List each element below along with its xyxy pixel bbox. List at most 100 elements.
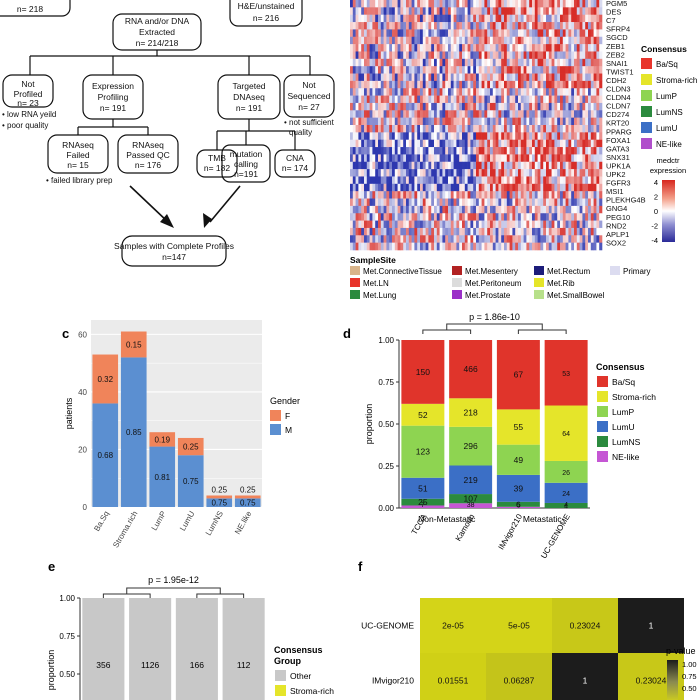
heatmap-cell — [473, 183, 477, 192]
heatmap-cell — [529, 161, 533, 170]
heatmap-cell — [355, 242, 359, 251]
heatmap-cell — [459, 147, 463, 155]
heatmap-cell — [593, 235, 597, 243]
consensus-legend-label: LumNS — [656, 108, 683, 117]
heatmap-cell — [526, 183, 530, 192]
heatmap-cell — [495, 139, 499, 148]
heatmap-cell — [504, 176, 508, 185]
heatmap-cell — [574, 58, 578, 67]
heatmap-cell — [403, 44, 407, 52]
heatmap-cell — [448, 242, 452, 251]
heatmap-cell — [484, 139, 488, 148]
heatmap-cell — [383, 169, 387, 177]
heatmap-cell — [425, 242, 429, 251]
heatmap-cell — [378, 242, 382, 251]
panel-f-cell-label: 1 — [583, 676, 588, 686]
heatmap-cell — [537, 44, 541, 52]
heatmap-cell — [582, 242, 586, 251]
heatmap-cell — [490, 191, 494, 199]
heatmap-cell — [358, 227, 362, 236]
heatmap-cell — [473, 147, 477, 155]
heatmap-cell — [366, 176, 370, 185]
heatmap-cell — [576, 29, 580, 38]
heatmap-cell — [462, 80, 466, 89]
heatmap-cell — [467, 36, 471, 45]
heatmap-cell — [436, 58, 440, 67]
heatmap-cell — [470, 139, 474, 148]
heatmap-cell — [350, 102, 354, 111]
heatmap-cell — [551, 176, 555, 185]
heatmap-cell — [445, 147, 449, 155]
heatmap-cell — [422, 205, 426, 214]
heatmap-cell — [523, 36, 527, 45]
heatmap-gene-label: DES — [606, 8, 621, 17]
heatmap-cell — [490, 213, 494, 221]
heatmap-cell — [366, 51, 370, 60]
heatmap-cell — [380, 110, 384, 118]
heatmap-cell — [434, 44, 438, 52]
heatmap-cell — [529, 213, 533, 221]
heatmap-cell — [400, 117, 404, 126]
heatmap-cell — [568, 198, 572, 207]
heatmap-cell — [417, 198, 421, 207]
heatmap-cell — [425, 183, 429, 192]
heatmap-cell — [518, 14, 522, 23]
heatmap-cell — [560, 213, 564, 221]
heatmap-cell — [590, 58, 594, 67]
heatmap-cell — [456, 73, 460, 82]
heatmap-cell — [481, 147, 485, 155]
sample-site-legend-label: Met.Lung — [363, 291, 396, 300]
expression-colorbar-tick: 4 — [654, 178, 658, 187]
heatmap-cell — [431, 88, 435, 96]
heatmap-cell — [490, 147, 494, 155]
flow-note-not-sufficient-1: • not sufficient — [284, 118, 335, 127]
heatmap-cell — [428, 80, 432, 89]
heatmap-cell — [520, 176, 524, 185]
heatmap-cell — [599, 169, 603, 177]
panel-d-bar-label: 6 — [516, 499, 521, 509]
heatmap-cell — [548, 183, 552, 192]
heatmap-cell — [596, 22, 600, 30]
heatmap-cell — [509, 80, 513, 89]
heatmap-cell — [562, 147, 566, 155]
heatmap-cell — [417, 242, 421, 251]
heatmap-cell — [504, 73, 508, 82]
panel-c-bar-f — [120, 331, 147, 358]
heatmap-cell — [383, 66, 387, 74]
consensus-legend-swatch — [641, 106, 652, 117]
heatmap-cell — [551, 139, 555, 148]
heatmap-cell — [590, 139, 594, 148]
heatmap-cell — [554, 198, 558, 207]
heatmap-cell — [506, 22, 510, 30]
heatmap-cell — [456, 0, 460, 8]
heatmap-cell — [366, 169, 370, 177]
heatmap-cell — [526, 220, 530, 229]
heatmap-cell — [442, 44, 446, 52]
heatmap-cell — [487, 213, 491, 221]
heatmap-cell — [408, 29, 412, 38]
heatmap-cell — [537, 139, 541, 148]
heatmap-cell — [386, 213, 390, 221]
heatmap-cell — [394, 213, 398, 221]
heatmap-cell — [436, 29, 440, 38]
heatmap-cell — [534, 95, 538, 104]
flow-text-not-seq-1: Not — [302, 80, 316, 90]
heatmap-cell — [540, 176, 544, 185]
heatmap-cell — [548, 95, 552, 104]
heatmap-cell — [546, 22, 550, 30]
heatmap-cell — [400, 235, 404, 243]
heatmap-cell — [394, 73, 398, 82]
heatmap-cell — [445, 227, 449, 236]
heatmap-cell — [579, 88, 583, 96]
heatmap-cell — [392, 44, 396, 52]
heatmap-cell — [543, 22, 547, 30]
heatmap-cell — [436, 198, 440, 207]
heatmap-cell — [392, 14, 396, 23]
heatmap-cell — [548, 88, 552, 96]
heatmap-cell — [420, 73, 424, 82]
heatmap-cell — [403, 198, 407, 207]
heatmap-cell — [406, 44, 410, 52]
flow-text-rnaseq-failed-n: n= 15 — [67, 160, 89, 170]
heatmap-cell — [487, 58, 491, 67]
heatmap-cell — [434, 132, 438, 140]
